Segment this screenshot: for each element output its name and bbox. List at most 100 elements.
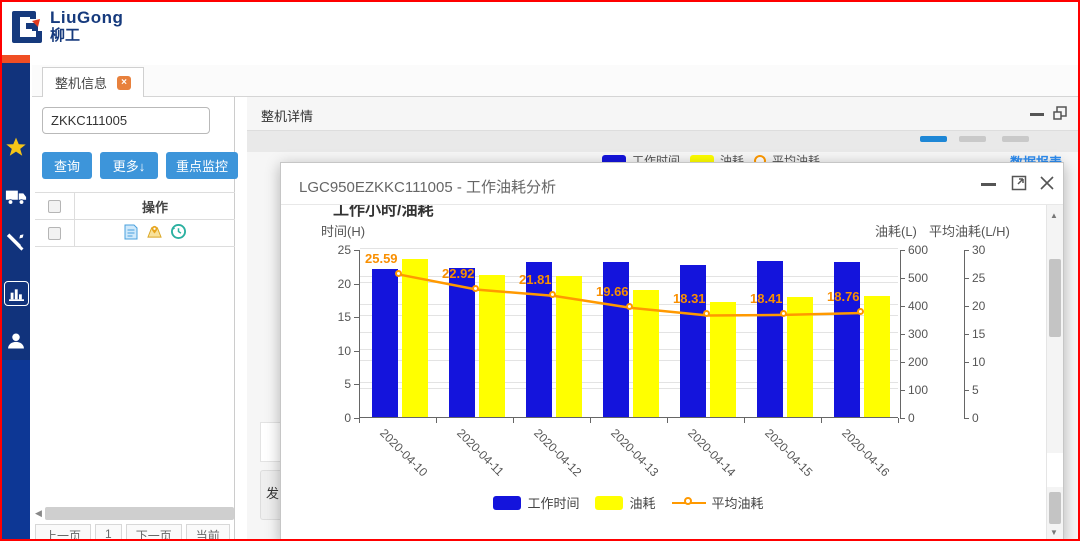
left-axis-tick xyxy=(354,317,359,319)
more-button[interactable]: 更多↓ xyxy=(100,152,158,179)
modal-minimize-icon[interactable] xyxy=(981,183,996,186)
left-axis-tick xyxy=(354,283,359,285)
x-axis-tick xyxy=(744,418,745,423)
chart-page-indicator[interactable] xyxy=(959,136,986,142)
avg-fuel-value-label: 25.59 xyxy=(365,250,398,266)
scrollbar-thumb[interactable] xyxy=(45,507,234,520)
next-page-button[interactable]: 下一页 xyxy=(125,524,182,539)
right1-axis-tick xyxy=(900,278,905,279)
favorites-star-icon[interactable] xyxy=(2,133,30,161)
worktime-bar[interactable] xyxy=(526,261,552,417)
right1-axis-tick xyxy=(900,306,905,307)
avg-fuel-value-label: 22.92 xyxy=(442,265,475,281)
scroll-down-arrow-icon[interactable]: ▼ xyxy=(1050,528,1058,537)
serial-search-input[interactable] xyxy=(42,107,210,134)
right-axis2-name: 平均油耗(L/H) xyxy=(929,224,1010,239)
fleet-truck-icon[interactable] xyxy=(2,183,30,211)
chart-plot-area: 25.59 22.92 21.81 19.66 18.31 18.41 18.76 xyxy=(359,248,898,418)
worktime-bar[interactable] xyxy=(757,261,783,417)
scrollbar-gap xyxy=(1047,453,1063,487)
modal-vertical-scrollbar[interactable]: ▲ ▼ xyxy=(1046,205,1063,539)
legend-item-avg-fuel[interactable]: 平均油耗 xyxy=(671,493,764,512)
tab-machine-info[interactable]: 整机信息 × xyxy=(42,67,145,97)
row-checkbox[interactable] xyxy=(48,226,61,240)
query-button[interactable]: 查询 xyxy=(42,152,92,179)
legend-item-fuel[interactable]: 油耗 xyxy=(595,493,656,512)
avg-fuel-value-label: 19.66 xyxy=(596,283,629,299)
x-axis-category-label: 2020-04-13 xyxy=(608,426,662,480)
legend-label: 工作时间 xyxy=(527,496,580,511)
reports-chart-icon[interactable] xyxy=(4,281,29,306)
fuel-bar[interactable] xyxy=(479,274,505,417)
modal-close-icon[interactable] xyxy=(1039,175,1055,191)
tab-label: 整机信息 xyxy=(55,76,108,91)
avg-fuel-value-label: 18.31 xyxy=(673,291,706,307)
liugong-logo-icon xyxy=(12,11,42,43)
fuel-bar[interactable] xyxy=(864,296,890,417)
right2-axis-tick-label: 30 xyxy=(972,243,986,257)
left-axis-tick xyxy=(354,384,359,386)
scrollbar-thumb-2[interactable] xyxy=(1049,492,1061,524)
left-axis-tick xyxy=(354,418,359,419)
right1-axis-tick-label: 400 xyxy=(908,299,929,313)
avg-fuel-point[interactable] xyxy=(549,290,556,298)
left-axis-tick-label: 15 xyxy=(337,310,351,325)
legend-item-worktime[interactable]: 工作时间 xyxy=(493,493,579,512)
right1-axis-tick xyxy=(900,362,905,363)
avg-fuel-value-label: 21.81 xyxy=(519,271,552,287)
worktime-bar[interactable] xyxy=(834,262,860,417)
gridline xyxy=(360,382,898,384)
scroll-up-arrow-icon[interactable]: ▲ xyxy=(1050,211,1058,220)
avg-fuel-point[interactable] xyxy=(703,310,710,318)
modal-header: LGC950EZKKC111005 - 工作油耗分析 xyxy=(281,163,1063,205)
gridline xyxy=(360,281,898,283)
fuel-bar[interactable] xyxy=(402,258,428,417)
chart-page-indicator[interactable] xyxy=(1002,136,1029,142)
right2-axis-tick xyxy=(964,306,969,307)
avg-fuel-point[interactable] xyxy=(395,269,402,277)
avg-fuel-point[interactable] xyxy=(780,309,787,317)
left-axis-name: 时间(H) xyxy=(321,224,366,239)
fuel-bar[interactable] xyxy=(787,297,813,417)
left-axis-tick-label: 10 xyxy=(337,343,351,358)
avg-fuel-point[interactable] xyxy=(472,284,479,292)
fuel-bar[interactable] xyxy=(633,290,659,417)
gridline xyxy=(360,315,898,317)
worktime-bar[interactable] xyxy=(372,268,398,417)
right2-axis-tick xyxy=(964,334,969,335)
x-axis-category-label: 2020-04-14 xyxy=(685,426,739,480)
select-all-checkbox[interactable] xyxy=(48,199,61,213)
modal-body: 工作小时/油耗 时间(H) 油耗(L) 平均油耗(L/H) 25.59 22.92… xyxy=(281,205,1047,539)
x-axis-tick xyxy=(359,418,360,423)
right1-axis-tick xyxy=(900,390,905,391)
current-page-number[interactable]: 1 xyxy=(95,524,122,539)
logo-en: LiuGong xyxy=(50,8,124,27)
customer-user-icon[interactable] xyxy=(2,327,30,355)
horizontal-scrollbar[interactable]: ◀ xyxy=(35,506,234,521)
chart-page-indicator-active[interactable] xyxy=(920,136,947,142)
key-monitor-button[interactable]: 重点监控 xyxy=(166,152,238,179)
panel-restore-icon[interactable] xyxy=(1053,106,1067,120)
tab-close-icon[interactable]: × xyxy=(117,75,132,90)
worktime-bar[interactable] xyxy=(603,262,629,417)
scroll-left-arrow-icon[interactable]: ◀ xyxy=(35,508,42,518)
worktime-bar[interactable] xyxy=(680,265,706,417)
bar-swatch xyxy=(595,495,624,510)
modal-maximize-icon[interactable] xyxy=(1011,175,1027,191)
gridline xyxy=(360,360,898,361)
x-axis-category-label: 2020-04-12 xyxy=(531,426,585,480)
prev-page-button[interactable]: 上一页 xyxy=(35,524,92,539)
panel-minimize-icon[interactable] xyxy=(1030,113,1044,116)
worktime-bar[interactable] xyxy=(449,267,475,417)
fuel-analysis-chart: 工作小时/油耗 时间(H) 油耗(L) 平均油耗(L/H) 25.59 22.92… xyxy=(281,205,1047,539)
avg-fuel-point[interactable] xyxy=(626,302,633,310)
service-wrench-icon[interactable] xyxy=(2,227,30,255)
history-clock-icon[interactable] xyxy=(171,223,186,243)
document-icon[interactable] xyxy=(124,224,138,243)
fuel-bar[interactable] xyxy=(710,301,736,417)
avg-fuel-point[interactable] xyxy=(857,307,864,315)
scrollbar-thumb[interactable] xyxy=(1049,259,1061,337)
machine-list-panel: 查询 更多↓ 重点监控 操作 xyxy=(32,97,238,539)
map-location-icon[interactable] xyxy=(146,224,163,243)
